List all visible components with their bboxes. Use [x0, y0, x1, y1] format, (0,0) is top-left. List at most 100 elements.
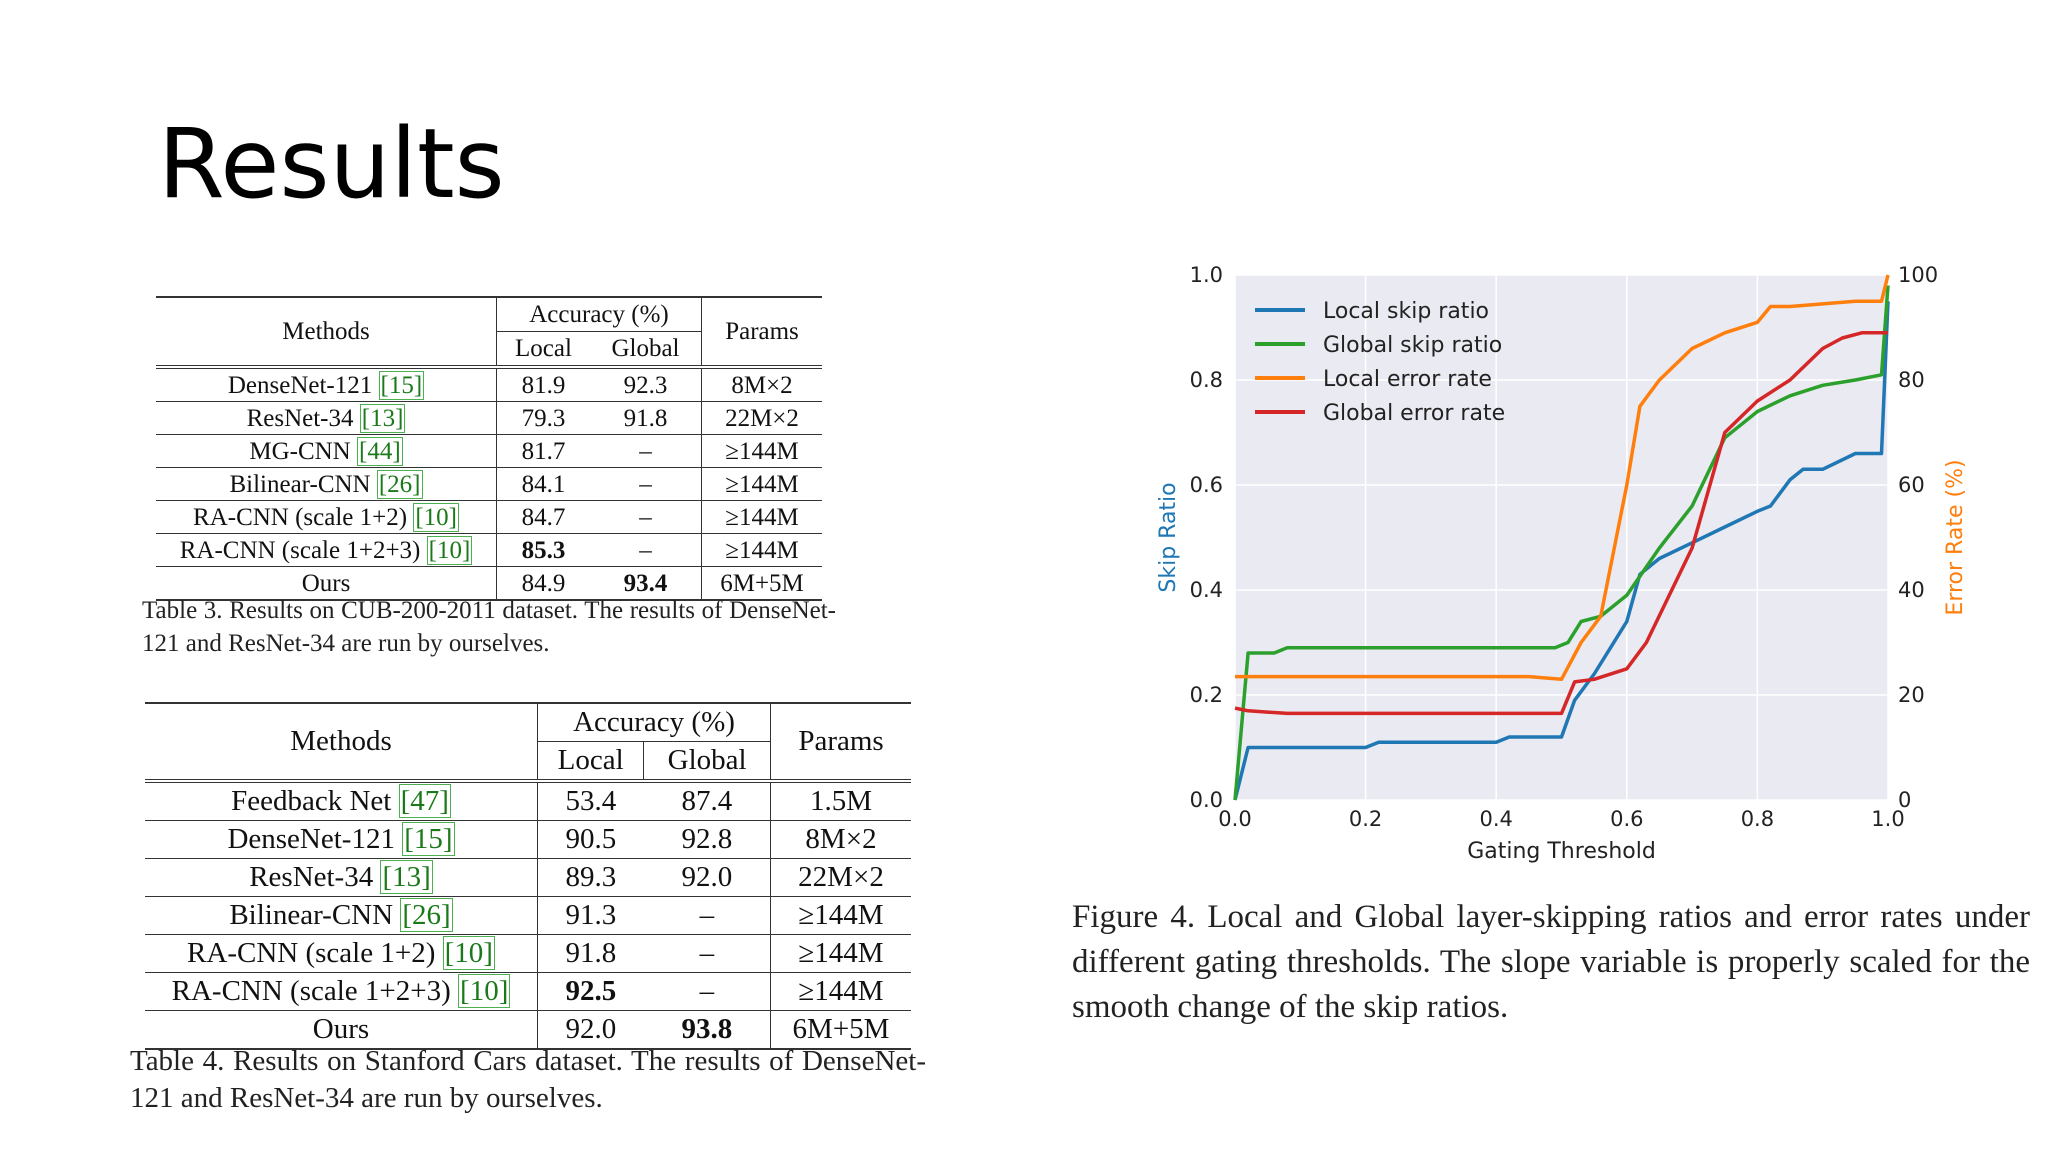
- table-row-name: RA-CNN (scale 1+2) [10]: [156, 500, 497, 534]
- table-row-name: DenseNet-121 [15]: [145, 820, 538, 859]
- cell-global: –: [589, 500, 702, 534]
- cell-params: ≥144M: [701, 434, 822, 468]
- table-row-name: RA-CNN (scale 1+2+3) [10]: [145, 972, 538, 1011]
- citation-link[interactable]: [44]: [357, 436, 403, 466]
- table-3: Methods Accuracy (%) Params Local Global…: [156, 296, 822, 601]
- table-row-name: Feedback Net [47]: [145, 781, 538, 821]
- header-global: Global: [643, 741, 771, 783]
- header-params: Params: [701, 297, 822, 369]
- citation-link[interactable]: [26]: [400, 898, 453, 932]
- cell-global: –: [643, 972, 771, 1011]
- legend-label: Global skip ratio: [1323, 333, 1502, 358]
- table-row-name: ResNet-34 [13]: [145, 858, 538, 897]
- header-global: Global: [589, 331, 702, 369]
- cell-params: 8M×2: [770, 820, 911, 859]
- table-row-name: RA-CNN (scale 1+2) [10]: [145, 934, 538, 973]
- slide-title: Results: [158, 108, 505, 220]
- table-row-name: RA-CNN (scale 1+2+3) [10]: [156, 533, 497, 567]
- table-row-name: DenseNet-121 [15]: [156, 367, 497, 402]
- cell-local: 85.3: [495, 533, 590, 567]
- y-tick-label: 0.2: [1190, 683, 1223, 707]
- cell-local: 53.4: [536, 781, 644, 821]
- citation-link[interactable]: [10]: [426, 535, 473, 565]
- series-line-global-skip: [1233, 285, 1890, 801]
- citation-link[interactable]: [13]: [359, 403, 406, 433]
- citation-link[interactable]: [13]: [380, 860, 433, 894]
- citation-link[interactable]: [47]: [398, 784, 451, 818]
- cell-global: 87.4: [643, 781, 771, 821]
- cell-local: 84.9: [495, 566, 590, 600]
- cell-params: 6M+5M: [770, 1010, 911, 1049]
- cell-local: 81.9: [495, 367, 590, 402]
- cell-local: 91.8: [536, 934, 644, 973]
- citation-link[interactable]: [10]: [458, 974, 511, 1008]
- cell-params: ≥144M: [701, 500, 822, 534]
- x-axis-label: Gating Threshold: [1467, 839, 1656, 864]
- citation-link[interactable]: [15]: [378, 370, 425, 400]
- cell-local: 91.3: [536, 896, 644, 935]
- cell-params: ≥144M: [701, 533, 822, 567]
- x-tick-label: 0.2: [1349, 807, 1382, 831]
- y-axis-label: Skip Ratio: [1156, 482, 1181, 592]
- table-4: Methods Accuracy (%) Params Local Global…: [145, 702, 911, 1050]
- y-tick-label: 0.0: [1190, 788, 1223, 812]
- legend-label: Local error rate: [1323, 367, 1492, 392]
- table-4-caption: Table 4. Results on Stanford Cars datase…: [130, 1045, 926, 1114]
- legend: Local skip ratio Global skip ratio Local e…: [1255, 299, 1505, 426]
- series-line-local-err: [1235, 274, 1890, 682]
- header-local: Local: [495, 331, 590, 369]
- table-row-name: Bilinear-CNN [26]: [145, 896, 538, 935]
- cell-local: 84.7: [495, 500, 590, 534]
- cell-params: ≥144M: [770, 934, 911, 973]
- cell-local: 92.5: [536, 972, 644, 1011]
- y-right-tick-label: 0: [1898, 788, 1911, 812]
- cell-global: 93.8: [681, 1013, 733, 1045]
- cell-global: –: [589, 467, 702, 501]
- y-tick-label: 0.6: [1190, 473, 1223, 497]
- x-tick-label: 0.4: [1479, 807, 1512, 831]
- cell-global: 92.8: [643, 820, 771, 859]
- header-methods: Methods: [156, 297, 497, 369]
- table-row-name: Bilinear-CNN [26]: [156, 467, 497, 501]
- cell-params: ≥144M: [701, 467, 822, 501]
- cell-local: 90.5: [536, 820, 644, 859]
- citation-link[interactable]: [15]: [402, 822, 455, 856]
- y-right-tick-label: 60: [1898, 473, 1925, 497]
- table-3-caption: Table 3. Results on CUB-200-2011 dataset…: [142, 597, 836, 657]
- header-accuracy: Accuracy (%): [537, 703, 771, 742]
- series-lines: [1233, 274, 1890, 801]
- citation-link[interactable]: [10]: [413, 502, 459, 532]
- cell-global: –: [589, 434, 702, 468]
- y-right-tick-label: 80: [1898, 368, 1925, 392]
- cell-global: –: [589, 533, 702, 567]
- legend-label: Local skip ratio: [1323, 299, 1489, 324]
- cell-global: 91.8: [589, 401, 702, 435]
- cell-params: ≥144M: [770, 972, 911, 1011]
- cell-params: 22M×2: [701, 401, 822, 435]
- x-tick-label: 0.0: [1218, 807, 1251, 831]
- cell-global: –: [643, 896, 771, 935]
- cell-global: 92.3: [589, 367, 702, 402]
- header-local: Local: [536, 741, 644, 783]
- header-methods: Methods: [145, 703, 538, 783]
- citation-link[interactable]: [26]: [376, 469, 423, 499]
- y-right-tick-label: 100: [1898, 263, 1938, 287]
- y-right-tick-label: 40: [1898, 578, 1925, 602]
- cell-params: ≥144M: [770, 896, 911, 935]
- cell-local: 84.1: [495, 467, 590, 501]
- cell-params: 1.5M: [770, 781, 911, 821]
- x-tick-label: 0.6: [1610, 807, 1643, 831]
- citation-link[interactable]: [10]: [442, 936, 495, 970]
- table-row-name: ResNet-34 [13]: [156, 401, 497, 435]
- cell-local: 81.7: [495, 434, 590, 468]
- grid: [1234, 274, 1889, 801]
- y-tick-label: 0.8: [1190, 368, 1223, 392]
- y-tick-label: 0.4: [1190, 578, 1223, 602]
- legend-label: Global error rate: [1323, 401, 1505, 426]
- y-right-tick-label: 20: [1898, 683, 1925, 707]
- figure-4-caption: Figure 4. Local and Global layer-skippin…: [1072, 899, 2030, 1025]
- x-tick-label: 1.0: [1871, 807, 1904, 831]
- cell-params: 22M×2: [770, 858, 911, 897]
- y-tick-label: 1.0: [1190, 263, 1223, 287]
- cell-local: 92.0: [536, 1010, 644, 1049]
